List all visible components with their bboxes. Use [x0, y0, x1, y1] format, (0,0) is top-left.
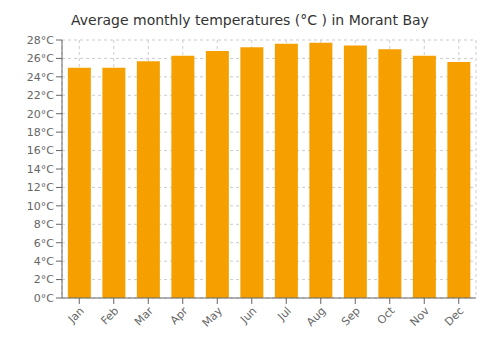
svg-text:12°C: 12°C	[27, 181, 54, 194]
svg-text:20°C: 20°C	[27, 108, 54, 121]
svg-text:4°C: 4°C	[34, 255, 54, 268]
svg-text:Apr: Apr	[168, 304, 191, 327]
svg-text:14°C: 14°C	[27, 163, 54, 176]
svg-text:22°C: 22°C	[27, 89, 54, 102]
svg-text:Mar: Mar	[132, 304, 156, 328]
svg-text:May: May	[200, 304, 226, 330]
svg-text:28°C: 28°C	[27, 34, 54, 47]
svg-text:Sep: Sep	[339, 304, 363, 328]
svg-text:18°C: 18°C	[27, 126, 54, 139]
svg-text:Oct: Oct	[375, 304, 398, 327]
svg-text:Jul: Jul	[275, 304, 294, 323]
svg-text:Jun: Jun	[237, 304, 259, 326]
svg-text:Jan: Jan	[65, 304, 87, 326]
svg-text:Dec: Dec	[442, 304, 466, 328]
svg-text:24°C: 24°C	[27, 71, 54, 84]
svg-text:8°C: 8°C	[34, 218, 54, 231]
html-text:Average monthly temperatures (: Average monthly temperatures (°C ) in Mo…	[71, 12, 429, 28]
svg-text:26°C: 26°C	[27, 52, 54, 65]
svg-text:Feb: Feb	[98, 304, 121, 327]
svg-text:6°C: 6°C	[34, 237, 54, 250]
svg-text:10°C: 10°C	[27, 200, 54, 213]
svg-text:0°C: 0°C	[34, 292, 54, 305]
svg-text:Nov: Nov	[408, 304, 433, 329]
svg-text:Aug: Aug	[304, 304, 328, 328]
svg-text:2°C: 2°C	[34, 273, 54, 286]
svg-text:16°C: 16°C	[27, 144, 54, 157]
